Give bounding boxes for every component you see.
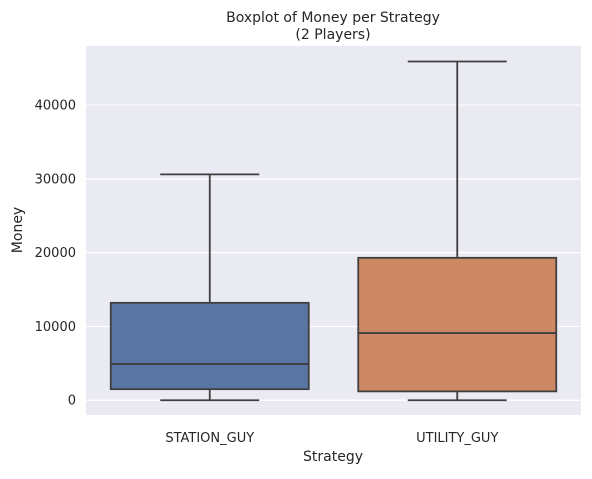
x-tick-label: UTILITY_GUY <box>416 431 498 446</box>
y-tick-label: 20000 <box>35 246 76 261</box>
box-utility-guy <box>357 60 558 402</box>
chart-subtitle: (2 Players) <box>295 27 370 43</box>
y-tick-label: 40000 <box>35 99 76 114</box>
y-axis-label: Money <box>10 207 26 253</box>
box-series <box>109 60 558 402</box>
x-axis-label: Strategy <box>303 449 363 465</box>
box-station-guy <box>109 173 310 402</box>
box-iqr <box>357 256 558 393</box>
y-tick-label: 10000 <box>35 320 76 335</box>
y-tick-label: 30000 <box>35 172 76 187</box>
box-iqr <box>109 301 310 391</box>
x-axis-ticks: STATION_GUY UTILITY_GUY <box>165 431 498 446</box>
y-tick-label: 0 <box>68 394 76 409</box>
y-axis-ticks: 0 10000 20000 30000 40000 <box>35 99 76 409</box>
x-tick-label: STATION_GUY <box>165 431 254 446</box>
chart-title: Boxplot of Money per Strategy <box>226 10 440 26</box>
